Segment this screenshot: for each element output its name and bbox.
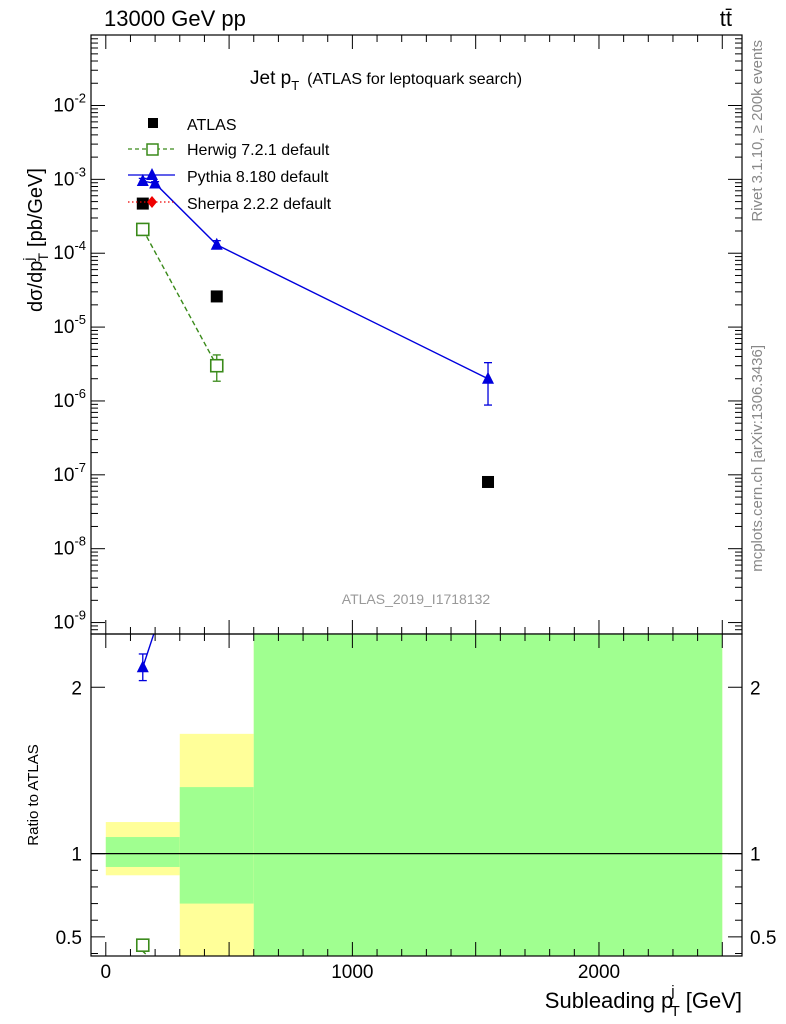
y-tick-label: 10-9 [53, 608, 86, 634]
y-tick-label: 10-5 [53, 312, 86, 338]
y-tick-label: 10-2 [53, 90, 86, 116]
ratio-y-tick-label: 1 [71, 845, 82, 866]
y-tick-label: 10-6 [53, 386, 86, 412]
ratio-band-green-0 [105, 837, 180, 867]
mcplots-label: mcplots.cern.ch [arXiv:1306.3436] [749, 345, 766, 572]
analysis-label: ATLAS_2019_I1718132 [342, 591, 491, 607]
ratio-y-tick-label: 0.5 [56, 928, 82, 949]
y-tick-label: 10-8 [53, 534, 86, 560]
ratio-panel: 0.5 0.5 1 1 2 2 0 1000 2000 Ratio to ATLAS Suble… [25, 633, 776, 1020]
atlas-point-2 [482, 475, 495, 488]
y-tick-label: 10-7 [53, 460, 86, 486]
ratio-y-tick-label-right: 0.5 [750, 928, 776, 949]
legend-entry-herwig: Herwig 7.2.1 default [128, 142, 330, 159]
pythia-line [142, 180, 489, 380]
legend-entry-atlas: ATLAS [148, 117, 237, 134]
ratio-y-axis-label: Ratio to ATLAS [25, 744, 42, 845]
legend-label-pythia: Pythia 8.180 default [187, 169, 329, 186]
ratio-frame [90, 633, 743, 957]
herwig-point-0 [135, 222, 150, 237]
pythia-ratio-line [142, 633, 155, 668]
herwig-line [142, 229, 218, 367]
main-panel: 10-2 10-3 10-4 10-5 10-6 10-7 10-8 10-9 Jet pT(… [20, 34, 743, 635]
pythia-point-2 [210, 237, 223, 250]
legend-entry-sherpa: Sherpa 2.2.2 default [128, 196, 332, 213]
energy-label: 13000 GeV pp [104, 6, 246, 31]
process-label: tt̄ [720, 6, 732, 31]
ratio-y-tick-label-right: 1 [750, 845, 761, 866]
legend-marker-herwig [146, 143, 159, 156]
y-axis-label: dσ/dpjT[pb/GeV] [20, 168, 51, 312]
herwig-point-0 [135, 938, 150, 952]
ratio-band-green-2 [253, 634, 723, 956]
legend-label-atlas: ATLAS [187, 117, 237, 134]
legend-marker-pythia [146, 168, 158, 180]
legend-label-sherpa: Sherpa 2.2.2 default [187, 196, 332, 213]
ratio-y-tick-label: 2 [71, 678, 82, 699]
x-tick-label: 0 [101, 962, 112, 983]
plot-title: Jet pT (ATLAS for leptoquark search) [250, 68, 522, 93]
rivet-label: Rivet 3.1.10, ≥ 200k events [749, 40, 766, 222]
legend-label-herwig: Herwig 7.2.1 default [187, 142, 330, 159]
legend-marker-sherpa [147, 196, 157, 208]
x-axis-label: Subleading pj T [GeV] [545, 983, 742, 1020]
legend-entry-pythia: Pythia 8.180 default [128, 168, 329, 186]
legend: ATLAS Herwig 7.2.1 default Pythia 8.180 … [128, 117, 332, 213]
atlas-point-0 [136, 197, 149, 210]
herwig-ratio-line [142, 950, 149, 957]
pythia-point-1 [149, 176, 162, 189]
legend-marker-atlas [148, 118, 158, 128]
y-tick-label: 10-4 [53, 238, 86, 264]
ratio-band-green-1 [179, 787, 254, 904]
pythia-point-0 [136, 173, 149, 186]
atlas-point-1 [210, 290, 223, 303]
ratio-y-tick-label-right: 2 [750, 678, 761, 699]
x-tick-label: 2000 [578, 962, 620, 983]
herwig-point-1 [209, 358, 224, 373]
y-tick-label: 10-3 [53, 164, 86, 190]
x-tick-label: 1000 [331, 962, 373, 983]
pythia-point-3 [482, 371, 495, 384]
